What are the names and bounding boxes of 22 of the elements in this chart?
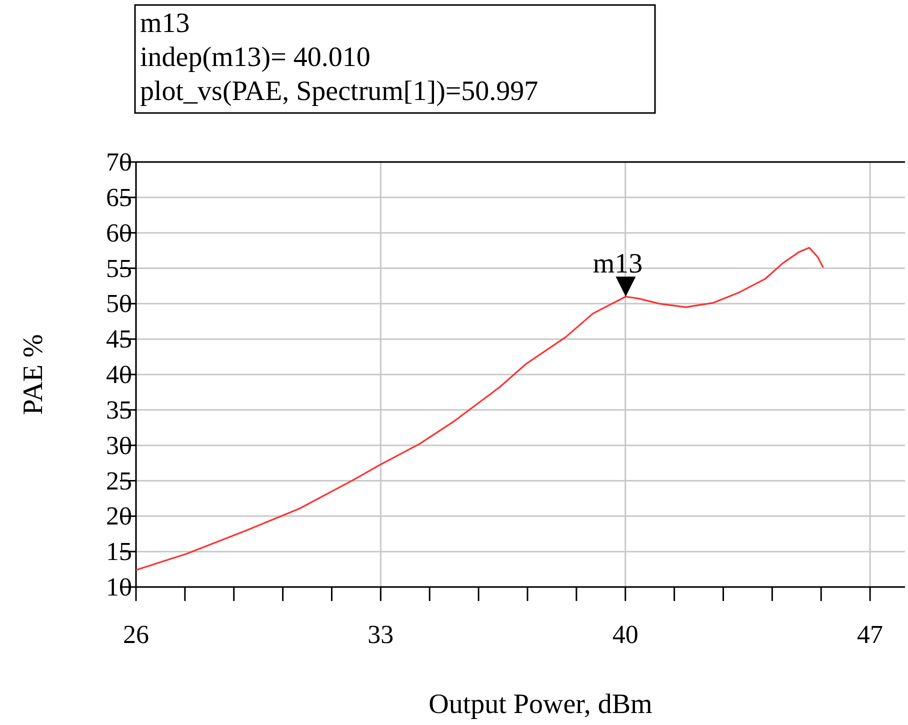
- text: m13: [140, 8, 190, 39]
- y-tick-label: 70: [106, 148, 132, 176]
- y-tick-label: 35: [106, 395, 132, 424]
- x-tick-label: 47: [857, 620, 884, 649]
- y-tick-label: 10: [106, 572, 132, 602]
- text: indep(m13)= 40.010: [140, 42, 370, 73]
- y-tick-label: 65: [106, 182, 132, 212]
- y-tick-label: 30: [106, 430, 132, 460]
- x-tick-label: 40: [612, 620, 638, 649]
- x-axis-title: Output Power, dBm: [428, 689, 653, 720]
- y-tick-label: 50: [106, 289, 132, 318]
- y-tick-label: 15: [106, 537, 132, 566]
- annotation: m13: [592, 248, 643, 280]
- x-tick-label: 33: [368, 620, 394, 649]
- y-tick-label: 60: [106, 218, 132, 248]
- y-tick-label: 20: [106, 502, 132, 531]
- line-series: [135, 246, 824, 571]
- x-tick-label: 26: [123, 620, 149, 649]
- y-tick-label: 40: [106, 360, 132, 389]
- text: plot_vs(PAE, Spectrum[1])=50.997: [140, 76, 538, 107]
- y-tick-label: 45: [106, 324, 132, 354]
- y-axis-title: PAE %: [18, 334, 49, 415]
